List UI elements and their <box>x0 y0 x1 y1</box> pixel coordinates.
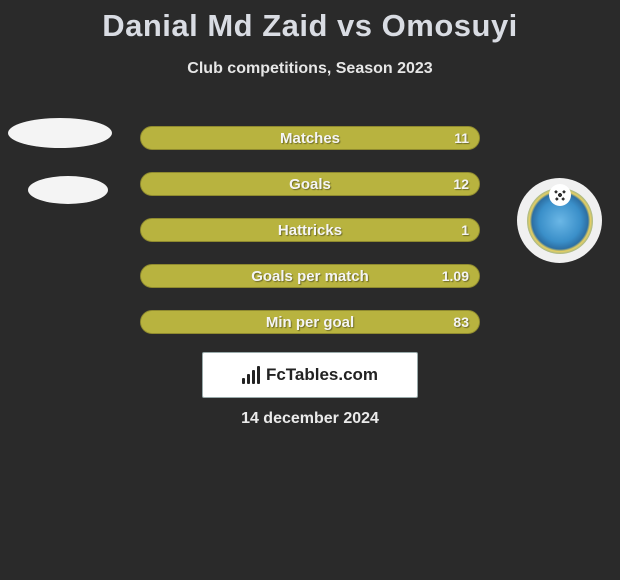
bar-label: Matches <box>141 127 479 149</box>
logo-text: FcTables.com <box>266 365 378 385</box>
left-team-badges <box>8 118 112 204</box>
bar-label: Goals <box>141 173 479 195</box>
team-badge-placeholder <box>28 176 108 204</box>
subtitle: Club competitions, Season 2023 <box>0 60 620 78</box>
bar-value: 1.09 <box>442 265 469 287</box>
bar-label: Hattricks <box>141 219 479 241</box>
stat-bar-min-per-goal: Min per goal 83 <box>140 310 480 334</box>
comparison-bars: Matches 11 Goals 12 Hattricks 1 Goals pe… <box>140 126 480 334</box>
fctables-logo[interactable]: FcTables.com <box>202 352 418 398</box>
stat-bar-goals: Goals 12 <box>140 172 480 196</box>
stat-bar-hattricks: Hattricks 1 <box>140 218 480 242</box>
soccer-ball-icon <box>549 184 571 206</box>
date-label: 14 december 2024 <box>0 410 620 428</box>
bar-value: 83 <box>453 311 469 333</box>
bar-label: Min per goal <box>141 311 479 333</box>
page-title: Danial Md Zaid vs Omosuyi <box>0 0 620 44</box>
bar-label: Goals per match <box>141 265 479 287</box>
stat-bar-goals-per-match: Goals per match 1.09 <box>140 264 480 288</box>
stat-bar-matches: Matches 11 <box>140 126 480 150</box>
bar-value: 12 <box>453 173 469 195</box>
right-team-badge <box>517 178 602 263</box>
team-badge-placeholder <box>8 118 112 148</box>
club-crest-icon <box>527 188 593 254</box>
bar-chart-icon <box>242 366 262 384</box>
bar-value: 11 <box>454 127 469 149</box>
bar-value: 1 <box>461 219 469 241</box>
